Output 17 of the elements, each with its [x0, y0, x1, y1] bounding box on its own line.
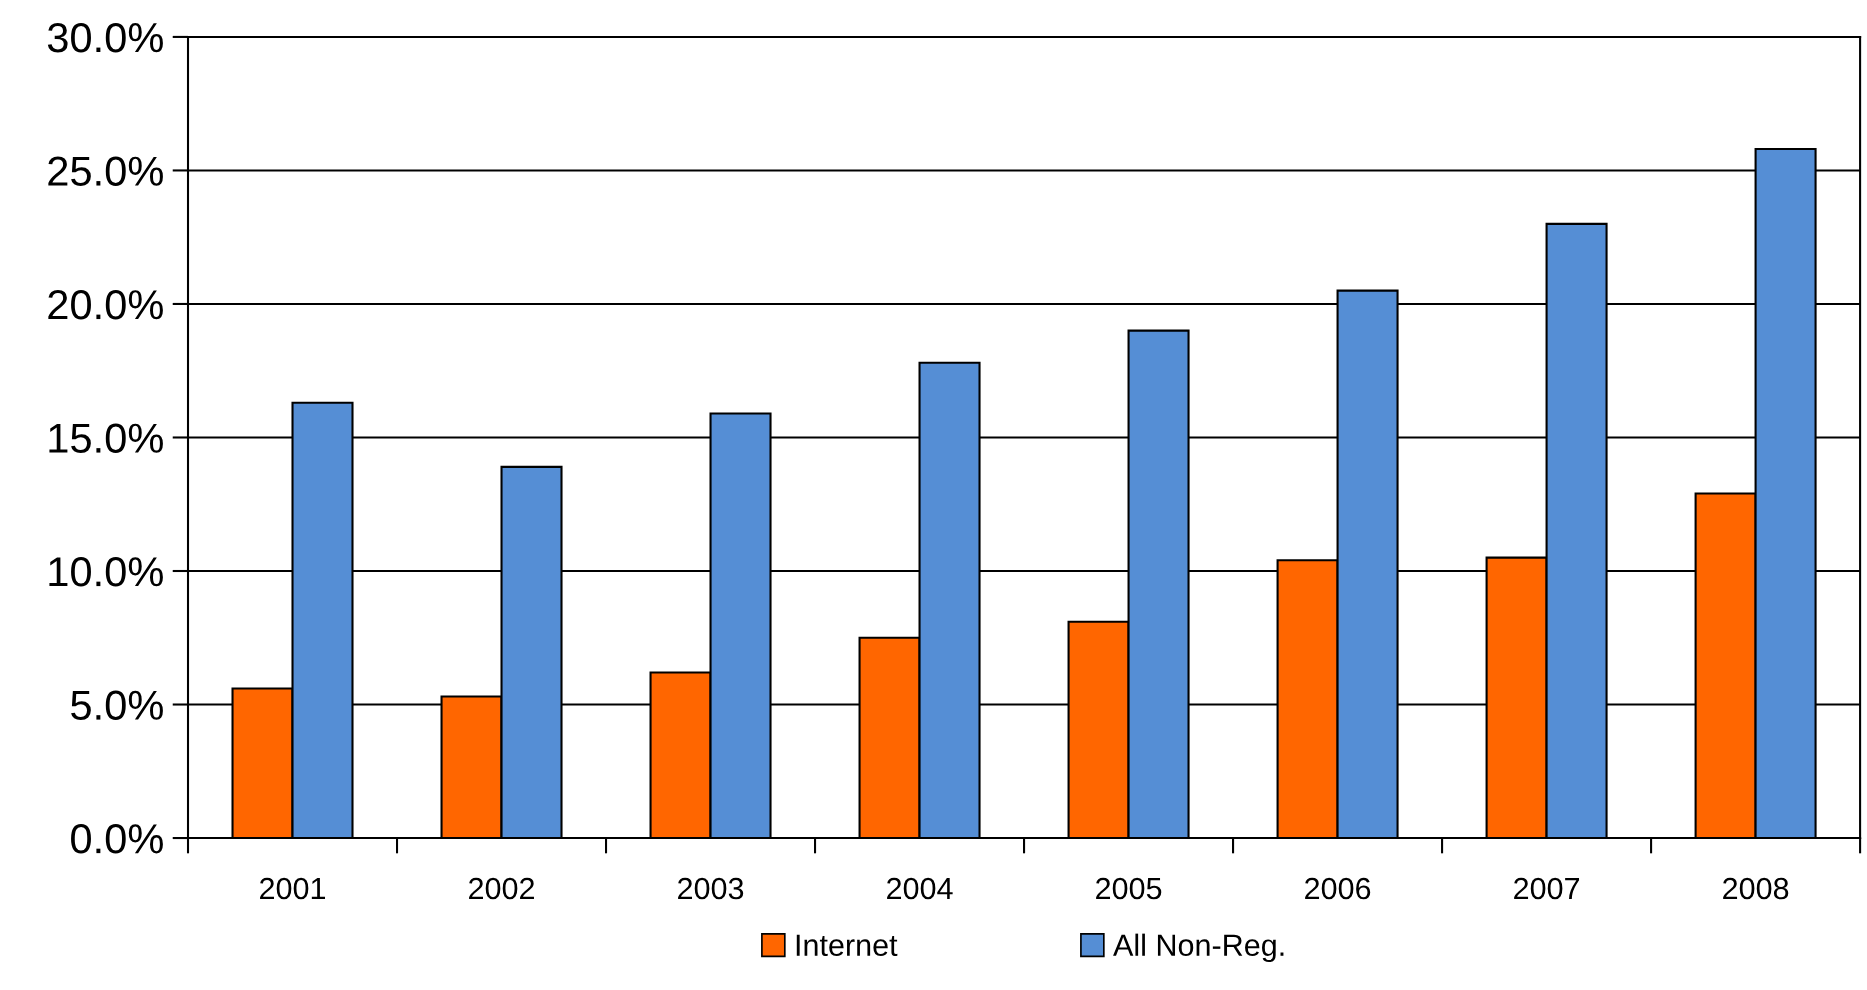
- legend-label: Internet: [796, 934, 898, 957]
- y-tick-label: 5.0%: [71, 690, 163, 721]
- y-tick-label: 30.0%: [47, 22, 163, 53]
- x-tick-label: 2001: [260, 877, 326, 900]
- x-tick-label: 2003: [678, 877, 744, 900]
- y-tick-label: 15.0%: [49, 423, 163, 453]
- y-tick-label: 10.0%: [49, 557, 163, 587]
- x-tick-label: 2006: [1305, 877, 1371, 900]
- y-tick-label: 20.0%: [48, 289, 163, 320]
- y-tick-label: 25.0%: [48, 156, 163, 186]
- x-tick-label: 2002: [469, 877, 534, 900]
- x-tick-label: 2008: [1723, 877, 1789, 900]
- x-tick-label: 2005: [1096, 877, 1162, 900]
- x-tick-label: 2007: [1514, 877, 1580, 900]
- x-tick-label: 2004: [887, 877, 953, 900]
- y-tick-label: 0.0%: [71, 824, 163, 854]
- legend-label: All Non-Reg.: [1113, 933, 1284, 963]
